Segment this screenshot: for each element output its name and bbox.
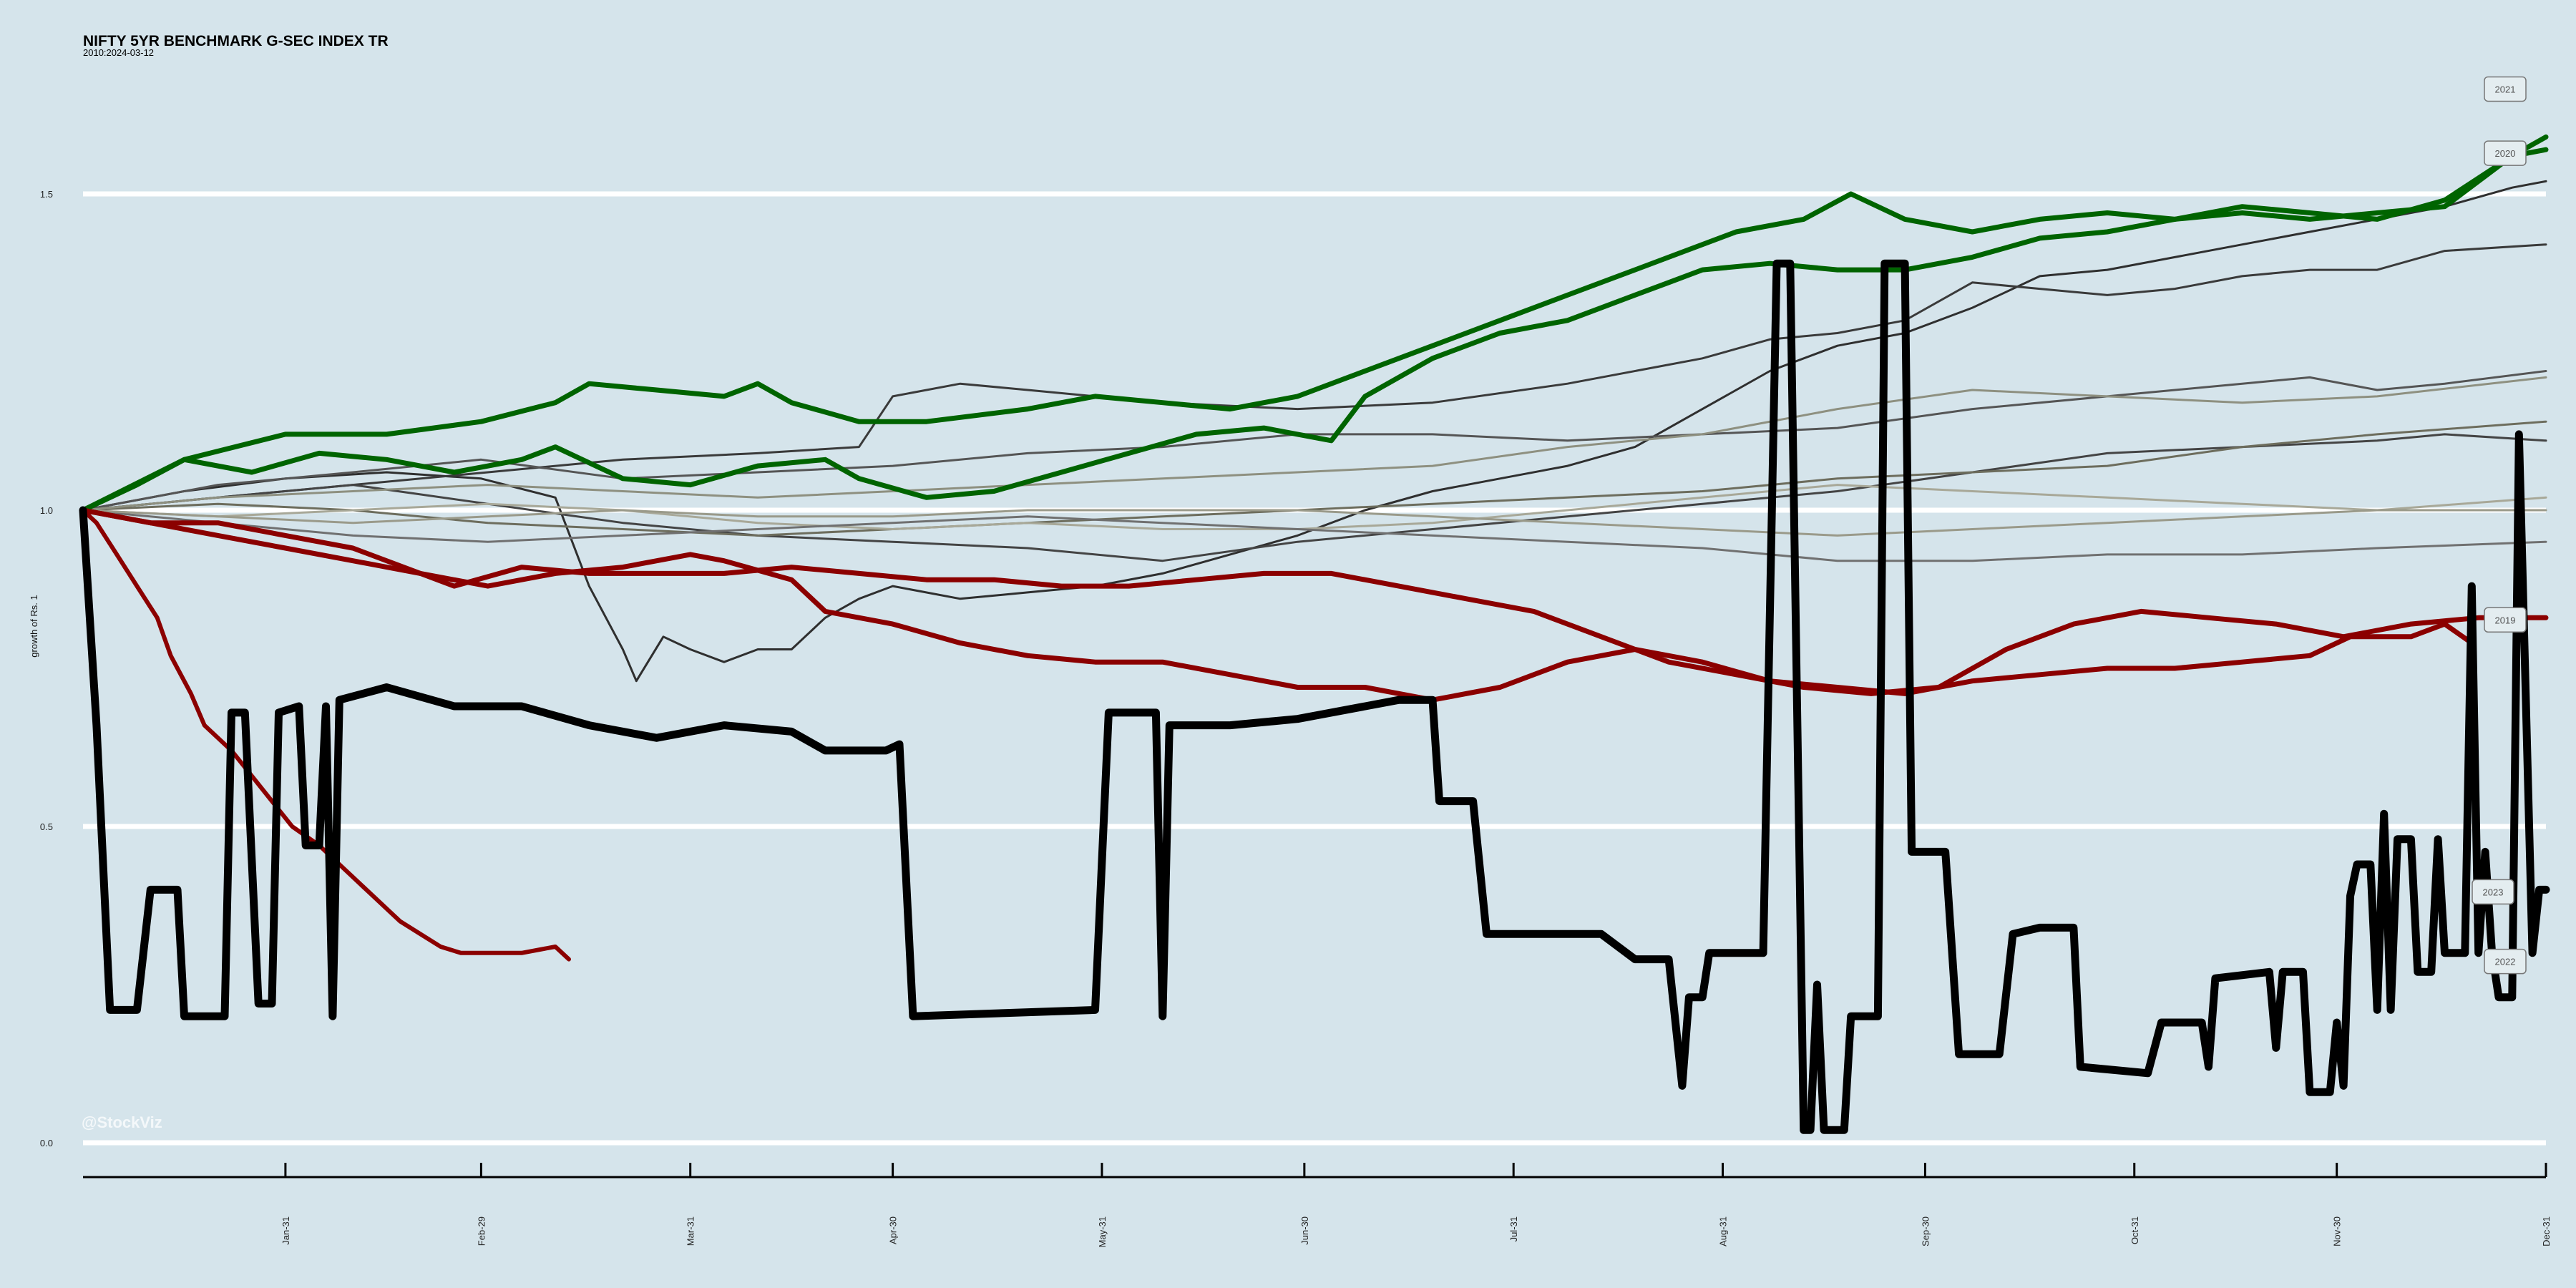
- svg-text:2021: 2021: [2495, 84, 2516, 94]
- series-line-2018: [82, 509, 2547, 537]
- x-tick-label: Aug-31: [1718, 1216, 1729, 1246]
- series-end-labels: 2021 2020 2019 2022 2023: [2472, 76, 2527, 975]
- watermark-text: @StockViz: [82, 1113, 162, 1131]
- series-line-2011: [82, 243, 2547, 512]
- svg-text:2020: 2020: [2495, 148, 2516, 159]
- x-tick-label: Jun-30: [1299, 1216, 1310, 1245]
- x-tick-label: Feb-29: [476, 1216, 487, 1246]
- y-tick-label: 1.5: [40, 189, 53, 200]
- y-axis-label: growth of Rs. 1: [29, 595, 39, 657]
- x-tick-label: Jan-31: [280, 1216, 291, 1245]
- x-tick-label: Nov-30: [2332, 1216, 2343, 1246]
- series-line-2020: [80, 147, 2549, 513]
- y-tick-label: 0.5: [40, 821, 53, 832]
- x-tick-label: May-31: [1097, 1216, 1108, 1247]
- series-line-2010: [82, 180, 2547, 683]
- x-tick-label: Apr-30: [888, 1216, 899, 1244]
- svg-text:2023: 2023: [2483, 887, 2504, 897]
- y-tick-label: 1.0: [40, 505, 53, 516]
- x-tick-label: Mar-31: [686, 1216, 696, 1246]
- end-label-2022: 2022: [2484, 948, 2527, 975]
- chart-title: NIFTY 5YR BENCHMARK G-SEC INDEX TR: [83, 33, 389, 49]
- series-line-2013: [82, 433, 2547, 562]
- end-label-2019: 2019: [2484, 607, 2527, 633]
- x-tick-label: Dec-31: [2541, 1216, 2552, 1246]
- series-line-2015: [82, 376, 2547, 512]
- svg-text:2022: 2022: [2495, 957, 2516, 967]
- series-line-2017: [82, 509, 2547, 562]
- x-axis-ticks: Jan-31 Feb-29 Mar-31 Apr-30 May-31 Jun-30 Jul-…: [280, 1163, 2552, 1247]
- series-lines: [79, 134, 2550, 1134]
- y-tick-label: 0.0: [40, 1138, 53, 1148]
- end-label-2021: 2021: [2484, 76, 2527, 102]
- series-line-2022: [80, 507, 2474, 703]
- svg-text:2019: 2019: [2495, 615, 2516, 625]
- series-line-2021: [80, 134, 2549, 513]
- chart-subtitle: 2010:2024-03-12: [83, 47, 155, 58]
- x-tick-label: Sep-30: [1920, 1216, 1931, 1246]
- x-tick-label: Jul-31: [1508, 1216, 1519, 1241]
- series-line-2016: [82, 484, 2547, 530]
- end-label-2023: 2023: [2472, 879, 2514, 905]
- y-axis-tick-labels: 0.0 0.5 1.0 1.5: [40, 189, 53, 1148]
- x-tick-label: Oct-31: [2129, 1216, 2140, 1244]
- end-label-2020: 2020: [2484, 140, 2527, 166]
- series-line-2012: [82, 370, 2547, 512]
- series-line-2023: [79, 259, 2550, 1134]
